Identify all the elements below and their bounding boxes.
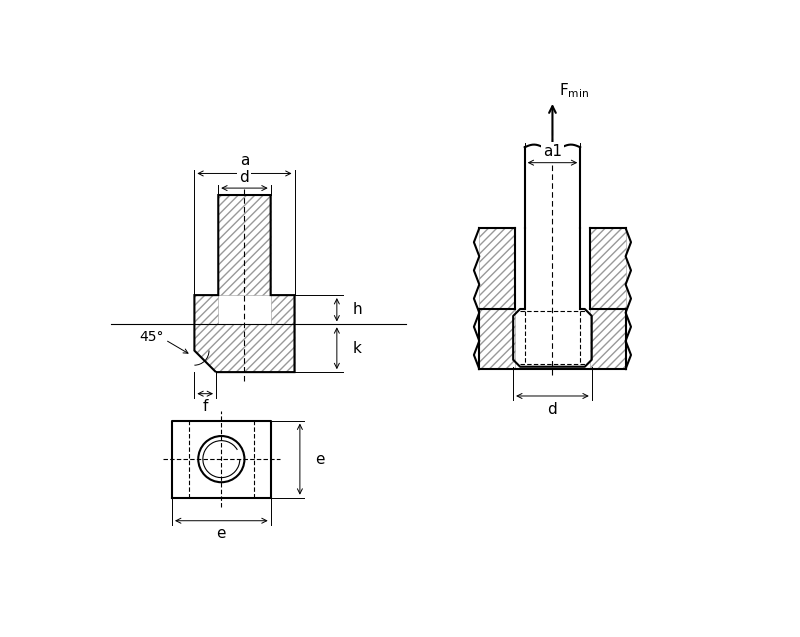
Text: a: a <box>240 153 249 168</box>
Text: e: e <box>217 526 226 541</box>
Text: 45°: 45° <box>140 330 164 344</box>
Text: f: f <box>202 399 208 414</box>
Text: h: h <box>352 302 362 317</box>
Text: F$_\mathregular{min}$: F$_\mathregular{min}$ <box>558 81 589 99</box>
Text: e: e <box>315 452 325 467</box>
Text: d: d <box>547 401 558 417</box>
Text: d: d <box>239 170 250 185</box>
Text: k: k <box>352 341 361 355</box>
Text: a1: a1 <box>543 145 562 159</box>
